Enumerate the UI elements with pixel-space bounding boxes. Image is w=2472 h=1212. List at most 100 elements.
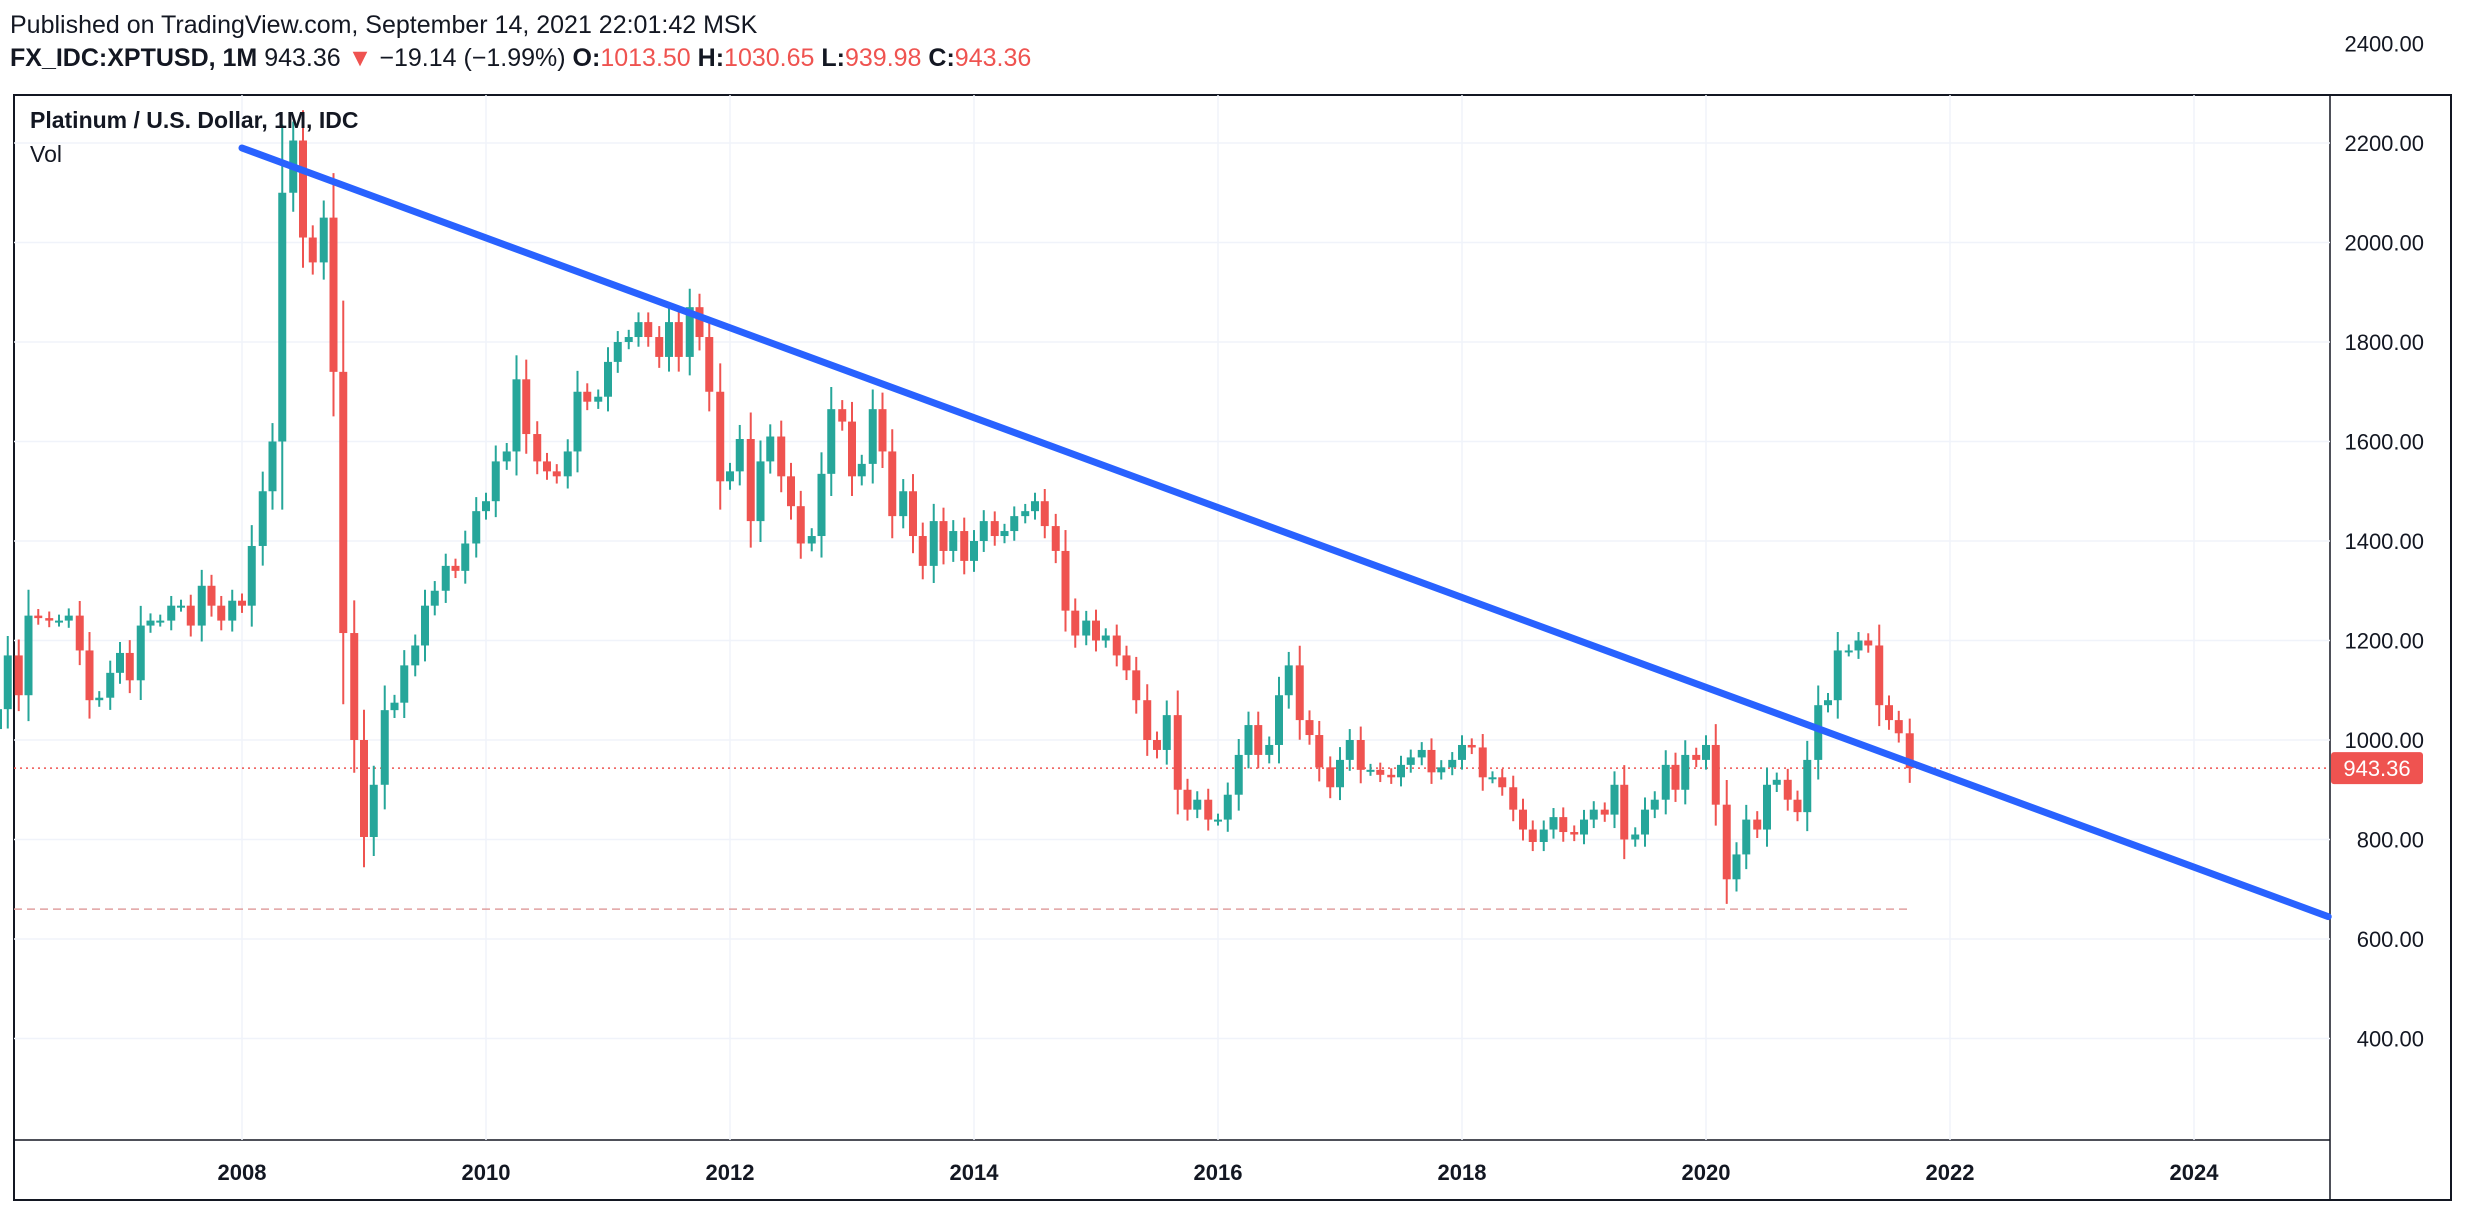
candle-body [1692,754,1701,760]
candle [1824,692,1832,713]
candle [186,594,195,637]
candle [674,307,683,372]
candle-body [95,697,104,701]
y-tick-label: 2400.00 [2344,32,2424,57]
candle [1366,763,1375,776]
candle-body [502,451,511,462]
volume-label: Vol [30,141,62,167]
candle-body [552,471,561,477]
candle [644,312,653,347]
candle [1783,768,1792,811]
candle [441,553,450,603]
candle [1082,610,1091,646]
last-price-badge-bg [2331,752,2423,785]
y-tick-label: 1600.00 [2344,430,2424,455]
y-tick-label: 1400.00 [2344,529,2424,554]
x-tick-label: 2010 [462,1160,511,1185]
candle [167,595,176,631]
candle [1600,802,1609,822]
candle [451,558,460,579]
candle-body [167,605,176,621]
candle [1336,747,1344,801]
y-tick-label: 1200.00 [2344,629,2424,654]
candle [1132,656,1141,714]
candle [1101,628,1110,648]
candle-body [1223,794,1232,820]
candle-body [1610,784,1619,815]
candle-body [64,615,73,621]
candle [247,525,256,627]
candle [1539,820,1548,852]
candle-body [1275,695,1283,745]
candle [970,530,978,572]
candle [472,497,481,558]
candle-body [1345,740,1354,760]
candle-body [1702,744,1710,760]
candle-body [583,391,592,402]
candle [1143,684,1152,756]
candle [1162,700,1171,765]
price-axis[interactable]: 2400.00 2200.00 2000.00 1800.00 1600.00 1400.… [2344,32,2424,1052]
trendline-line[interactable] [238,144,2332,921]
candle [125,640,134,694]
candle [827,387,836,496]
candle [1580,809,1588,845]
candle-body [970,541,978,561]
candle-body [14,655,23,696]
candle-body [1040,501,1049,527]
candle [1061,530,1070,632]
candle [705,317,714,412]
candle-body [55,620,63,623]
candle-body [665,322,673,357]
candle-body [735,439,744,472]
candle [563,439,572,489]
candle [1234,739,1243,811]
candle-body [918,536,927,566]
time-axis[interactable]: 2008 2010 2012 2014 2016 2018 2020 2022 2024 [218,1160,2220,1185]
candle-body [299,140,307,238]
candle-body [817,473,826,537]
candle [380,685,389,810]
candle [1040,489,1049,539]
candle-body [1671,764,1680,790]
y-tick-label: 600.00 [2357,927,2424,952]
candle-body [360,740,368,838]
candle [1000,523,1009,544]
candle-body [1763,784,1771,830]
candle [979,510,988,552]
candle-body [1864,640,1873,646]
candle [430,581,439,616]
candle-body [777,436,786,477]
candle-body [106,672,115,698]
candle-body [319,217,328,263]
candle [695,293,704,351]
candle-body [746,439,755,522]
candle-body [1427,749,1436,773]
candle [0,709,2,730]
candle-body [329,217,338,372]
candle [1376,762,1385,783]
candle [482,492,490,520]
candle [1589,801,1598,829]
candle-body [1254,725,1263,755]
candle [838,400,847,431]
trendline[interactable] [238,144,2332,921]
candle-body [1417,749,1426,758]
candle-body [533,434,542,462]
candle [258,471,267,566]
symbol-label[interactable]: FX_IDC:XPTUSD, 1M [10,44,258,72]
candle-body [1082,620,1091,636]
candle-body [441,565,450,591]
candle [1315,720,1324,782]
candle [1875,624,1884,727]
chart-frame [13,94,2452,1201]
candle [1742,804,1751,870]
candle-body [1732,854,1741,880]
candle [1071,598,1080,648]
x-tick-label: 2020 [1682,1160,1731,1185]
candle-body [1772,779,1781,785]
candle-body [369,784,378,838]
high-label: H: [697,44,725,72]
candle [929,503,938,584]
